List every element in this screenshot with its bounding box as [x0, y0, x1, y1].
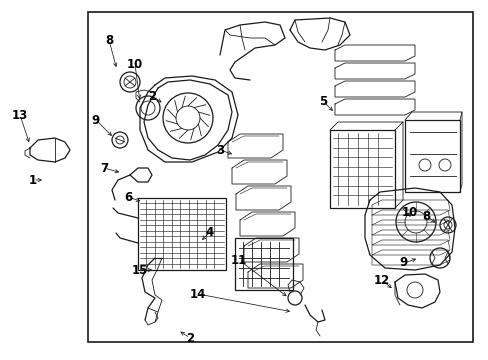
Text: 10: 10: [401, 206, 417, 219]
Bar: [138, 198, 225, 270]
Text: 11: 11: [230, 253, 246, 266]
Text: 6: 6: [123, 190, 132, 203]
Text: 15: 15: [132, 264, 148, 276]
Text: 1: 1: [29, 174, 37, 186]
Bar: [404, 120, 459, 192]
Text: 12: 12: [373, 274, 389, 287]
Text: 7: 7: [100, 162, 108, 175]
Text: 9: 9: [92, 113, 100, 126]
Text: 2: 2: [185, 332, 194, 345]
Text: 9: 9: [399, 256, 407, 270]
Bar: [88, 12, 472, 342]
Text: 8: 8: [421, 210, 429, 222]
Text: 4: 4: [205, 225, 214, 239]
Text: 8: 8: [104, 33, 113, 46]
Bar: [235, 238, 292, 290]
Text: 13: 13: [12, 108, 28, 122]
Text: 14: 14: [189, 288, 206, 301]
Text: 10: 10: [126, 58, 143, 71]
Text: 2: 2: [148, 90, 156, 103]
Bar: [329, 130, 394, 208]
Text: 3: 3: [216, 144, 224, 157]
Text: 5: 5: [318, 95, 326, 108]
